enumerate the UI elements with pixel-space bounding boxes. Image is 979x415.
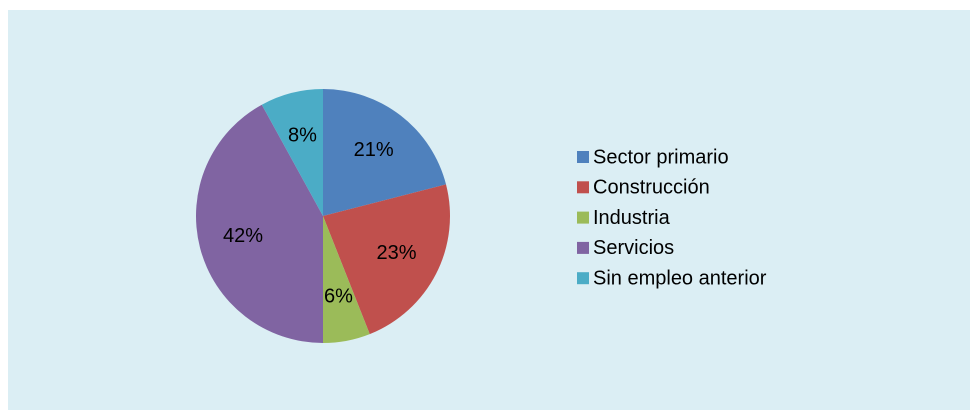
pie-slice (323, 89, 447, 216)
pie-slice (323, 216, 370, 343)
legend-label: Servicios (593, 237, 674, 259)
chart-area (8, 10, 970, 410)
legend-swatch (577, 272, 589, 285)
legend-swatch (577, 241, 589, 254)
pie-slice (261, 89, 323, 216)
data-label: 21% (354, 139, 394, 161)
legend-label: Sector primario (593, 146, 729, 168)
data-label: 23% (377, 242, 417, 264)
pie-slice (323, 184, 450, 335)
legend-label: Construcción (593, 177, 710, 199)
legend-swatch (577, 181, 589, 194)
data-label: 8% (288, 124, 317, 146)
legend-label: Sin empleo anterior (593, 267, 767, 289)
pie-slice (196, 104, 323, 344)
data-label: 42% (223, 225, 263, 247)
legend-swatch (577, 211, 589, 224)
legend-swatch (577, 151, 589, 163)
legend-label: Industria (593, 207, 671, 229)
data-label: 6% (324, 285, 353, 307)
